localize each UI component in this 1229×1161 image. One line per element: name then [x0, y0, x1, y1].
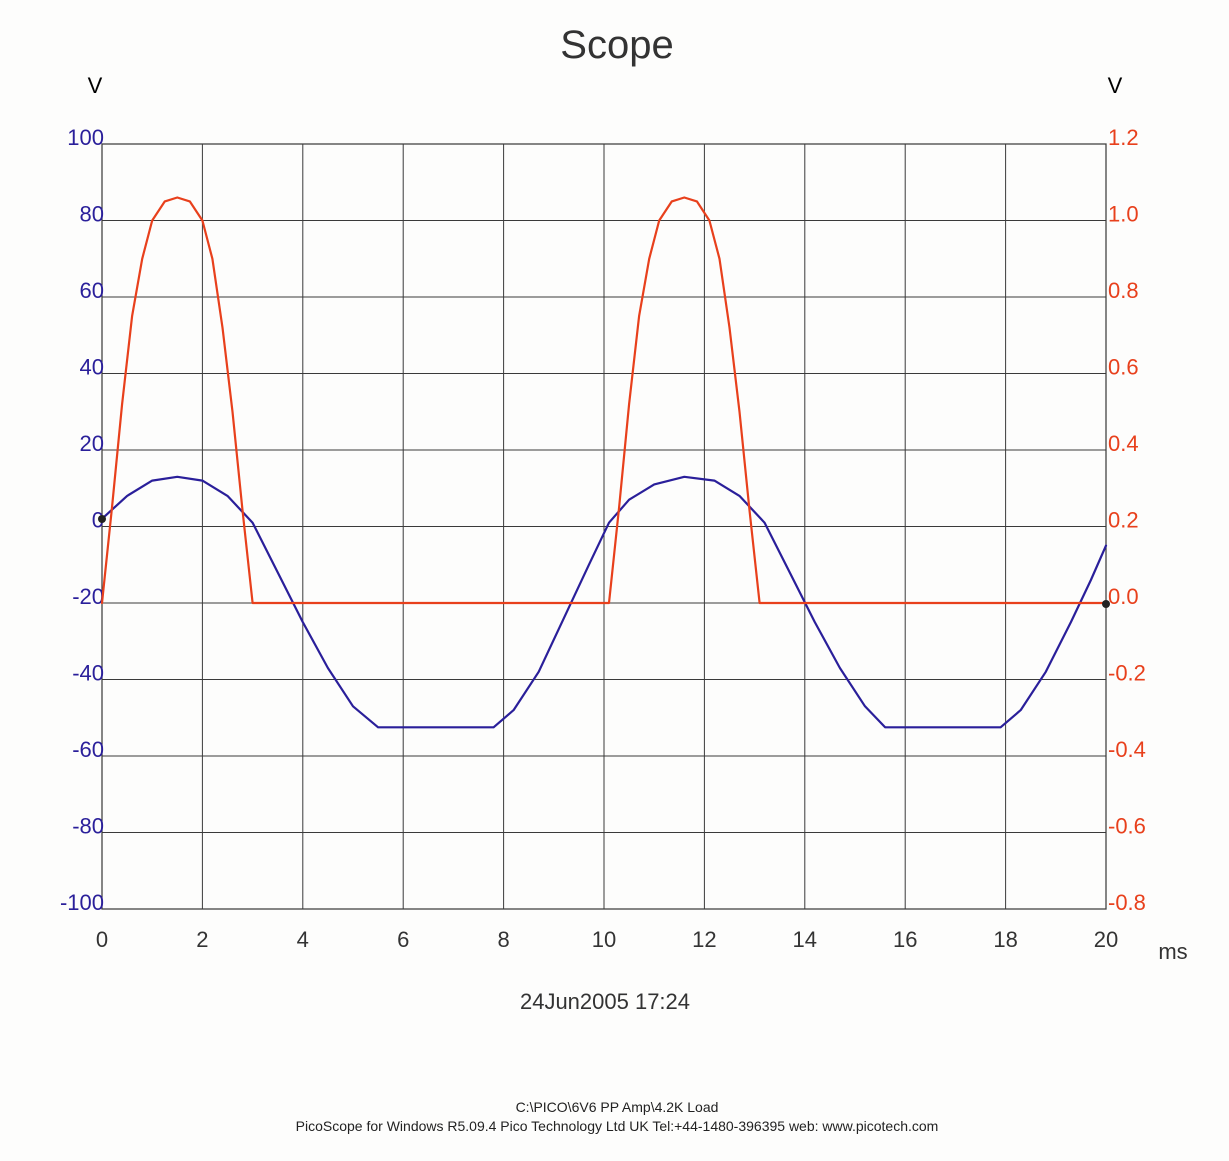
left-tick-label: -80: [72, 814, 104, 839]
right-tick-label: -0.4: [1108, 737, 1146, 762]
left-tick-label: 20: [80, 431, 104, 456]
right-tick-label: 0.0: [1108, 584, 1139, 609]
left-tick-label: 60: [80, 278, 104, 303]
right-tick-label: 0.4: [1108, 431, 1139, 456]
series-group: [100, 196, 1108, 729]
left-tick-label: 40: [80, 355, 104, 380]
x-tick-label: 18: [993, 927, 1017, 952]
right-tick-label: -0.8: [1108, 890, 1146, 915]
chart-title: Scope: [560, 23, 673, 67]
x-tick-label: 14: [793, 927, 817, 952]
left-tick-label: 100: [67, 125, 104, 150]
right-tick-label: -0.2: [1108, 661, 1146, 686]
x-axis-ticks: 0 2 4 6 8 10 12 14 16 18 20: [96, 927, 1118, 952]
left-tick-label: 80: [80, 202, 104, 227]
x-tick-label: 8: [497, 927, 509, 952]
left-tick-label: -60: [72, 737, 104, 762]
right-zero-marker: [1102, 600, 1110, 608]
x-tick-label: 2: [196, 927, 208, 952]
x-tick-label: 10: [592, 927, 616, 952]
x-tick-label: 16: [893, 927, 917, 952]
right-tick-label: 0.6: [1108, 355, 1139, 380]
footer-file-path: C:\PICO\6V6 PP Amp\4.2K Load: [516, 1099, 719, 1115]
left-tick-label: -40: [72, 661, 104, 686]
right-axis-unit: V: [1108, 73, 1123, 98]
left-zero-marker: [98, 515, 106, 523]
left-tick-label: -20: [72, 584, 104, 609]
x-axis-unit: ms: [1158, 939, 1187, 964]
left-tick-label: -100: [60, 890, 104, 915]
x-tick-label: 12: [692, 927, 716, 952]
footer-software-info: PicoScope for Windows R5.09.4 Pico Techn…: [296, 1118, 939, 1134]
series-line-left-axis: [100, 475, 1108, 729]
timestamp-annotation: 24Jun2005 17:24: [520, 989, 690, 1014]
right-tick-label: 1.2: [1108, 125, 1139, 150]
x-tick-label: 6: [397, 927, 409, 952]
right-tick-label: 0.8: [1108, 278, 1139, 303]
right-tick-label: 1.0: [1108, 202, 1139, 227]
x-tick-label: 20: [1094, 927, 1118, 952]
x-tick-label: 0: [96, 927, 108, 952]
series-line-right-axis: [100, 196, 1108, 605]
grid: [101, 143, 1107, 910]
left-tick-label: 0: [92, 508, 104, 533]
right-tick-label: 0.2: [1108, 508, 1139, 533]
left-axis-ticks: 100 80 60 40 20 0 -20 -40 -60 -80 -100: [60, 125, 104, 915]
right-axis-ticks: 1.2 1.0 0.8 0.6 0.4 0.2 0.0 -0.2 -0.4 -0.6 -0.8: [1108, 125, 1146, 915]
x-tick-label: 4: [297, 927, 309, 952]
left-axis-unit: V: [88, 73, 103, 98]
right-tick-label: -0.6: [1108, 814, 1146, 839]
